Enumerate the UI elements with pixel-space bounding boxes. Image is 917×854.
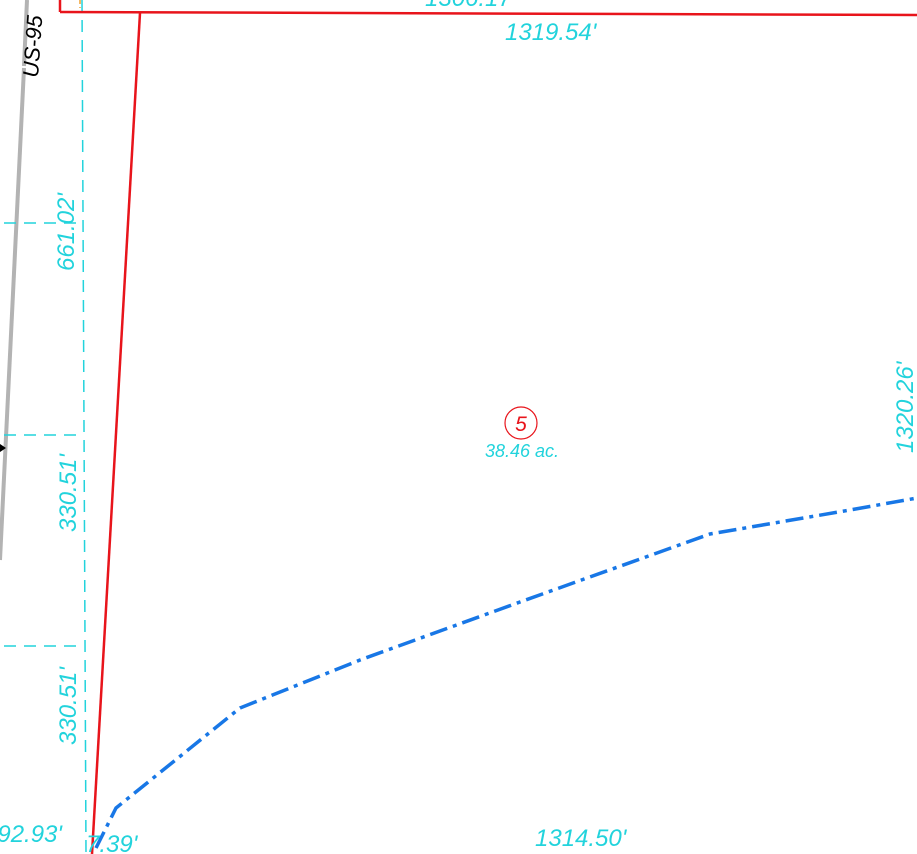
dimension-right: 1320.26': [892, 360, 917, 453]
dimension-left-upper: 661.02': [53, 192, 80, 271]
parcel-number: 5: [515, 413, 527, 436]
guide-vertical: [81, 0, 87, 854]
dimension-bottom-small: 7.39': [86, 831, 139, 854]
parcel-line-north: [59, 10, 917, 17]
road-label: US-95: [18, 14, 47, 79]
dimension-left-middle: 330.51': [55, 453, 82, 532]
road-line-upper: [22, 0, 29, 67]
parcel-number-circle: [504, 406, 538, 440]
parcel-acreage: 38.46 ac.: [485, 441, 559, 461]
road-arrow-icon: [0, 444, 6, 452]
dimension-bottom: 1314.50': [535, 825, 628, 852]
dimension-left-lower: 330.51': [55, 666, 82, 745]
dimension-bottom-left: 192.93': [0, 821, 63, 848]
parcel-line-west: [90, 12, 142, 854]
road-line: [0, 67, 26, 561]
creek-line: [94, 496, 917, 849]
dimension-top: 1319.54': [505, 19, 598, 46]
dimension-top-partial: 1306.17': [425, 0, 518, 12]
